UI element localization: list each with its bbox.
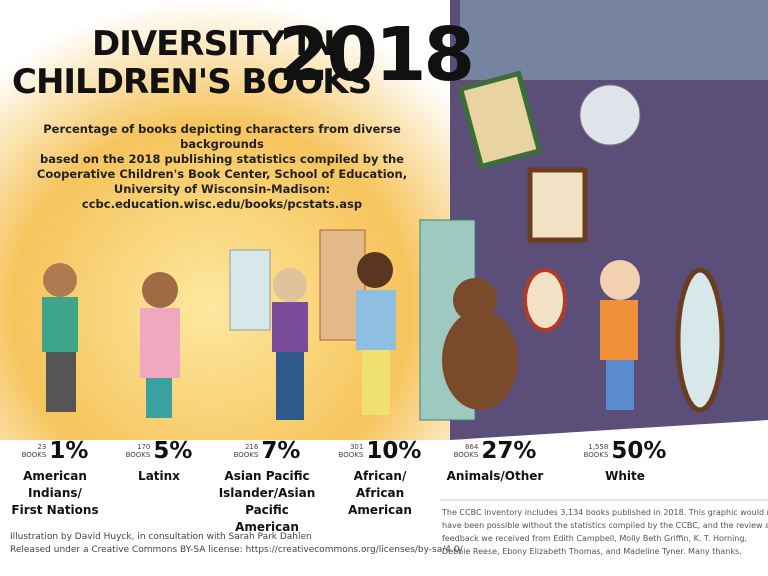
label-line: Islander/Asian: [218, 486, 316, 500]
title-year: 2018: [278, 12, 475, 98]
child: [272, 268, 308, 420]
stat-head: 23 BOOKS 1%: [0, 438, 110, 464]
title-line: DIVERSITY IN: [92, 24, 335, 64]
subtitle-line: based on the 2018 publishing statistics …: [40, 152, 404, 166]
subtitle-line: ccbc.education.wisc.edu/books/pcstats.as…: [81, 197, 363, 211]
stat: 170 BOOKS 5% Latinx: [104, 438, 214, 485]
mirror: [523, 268, 567, 332]
category-label: African/African American: [325, 468, 435, 519]
credits: Illustration by David Huyck, in consulta…: [10, 531, 463, 557]
note-line: have been possible without the statistic…: [442, 521, 768, 530]
stat-head: 1,558 BOOKS 50%: [570, 438, 680, 464]
book-count: 1,558 BOOKS: [584, 443, 609, 459]
label-line: White: [605, 469, 645, 483]
percent: 7%: [261, 438, 301, 464]
count: 23: [37, 443, 47, 451]
stat-head: 170 BOOKS 5%: [104, 438, 214, 464]
percent: 27%: [481, 438, 537, 464]
percent: 1%: [49, 438, 89, 464]
stat-head: 216 BOOKS 7%: [212, 438, 322, 464]
credit-line: Illustration by David Huyck, in consulta…: [10, 532, 312, 542]
stat: 301 BOOKS 10% African/African American: [325, 438, 435, 519]
percent: 5%: [153, 438, 193, 464]
unit: BOOKS: [21, 451, 47, 459]
count: 1,558: [588, 443, 609, 451]
count: 301: [349, 443, 364, 451]
bear: [442, 278, 518, 410]
book-count: 864 BOOKS: [454, 443, 479, 459]
category-label: White: [570, 468, 680, 485]
category-label: Latinx: [104, 468, 214, 485]
label-line: Latinx: [138, 469, 180, 483]
note-line: The CCBC inventory includes 3,134 books …: [442, 508, 768, 517]
mirror: [675, 267, 725, 413]
category-label: Animals/Other: [440, 468, 550, 485]
label-line: Animals/Other: [446, 469, 544, 483]
book-count: 23 BOOKS: [22, 443, 47, 459]
child: [356, 252, 396, 415]
unit: BOOKS: [338, 451, 364, 459]
child: [42, 263, 78, 412]
label-line: Pacific American: [235, 503, 299, 534]
mirror: [229, 249, 271, 331]
note-line: Debbie Reese, Ebony Elizabeth Thomas, an…: [442, 547, 742, 556]
stat: 1,558 BOOKS 50% White: [570, 438, 680, 485]
portrait: [527, 167, 588, 243]
unit: BOOKS: [233, 451, 259, 459]
label-line: American: [348, 503, 412, 517]
label-line: Indians/: [28, 486, 82, 500]
label-line: African/: [353, 469, 407, 483]
stat: 216 BOOKS 7% Asian Pacific Islander/Asian Pac…: [212, 438, 322, 536]
count: 864: [464, 443, 479, 451]
book-count: 216 BOOKS: [234, 443, 259, 459]
unit: BOOKS: [125, 451, 151, 459]
label-line: American: [23, 469, 87, 483]
stat: 864 BOOKS 27% Animals/Other: [440, 438, 550, 485]
label-line: Asian Pacific: [224, 469, 310, 483]
subtitle-line: University of Wisconsin-Madison:: [113, 182, 331, 196]
title-line: CHILDREN'S BOOKS: [12, 62, 372, 102]
note: The CCBC inventory includes 3,134 books …: [442, 506, 768, 558]
disco-ball: [579, 84, 641, 146]
subtitle-line: Percentage of books depicting characters…: [43, 122, 401, 151]
stat-head: 864 BOOKS 27%: [440, 438, 550, 464]
subtitle: Percentage of books depicting characters…: [2, 122, 442, 212]
percent: 50%: [611, 438, 667, 464]
book-count: 170 BOOKS: [126, 443, 151, 459]
label-line: First Nations: [11, 503, 99, 517]
category-label: American Indians/First Nations: [0, 468, 110, 519]
count: 216: [244, 443, 259, 451]
category-label: Asian Pacific Islander/Asian Pacific Ameri…: [212, 468, 322, 536]
child: [600, 260, 640, 410]
percent: 10%: [366, 438, 422, 464]
book-count: 301 BOOKS: [339, 443, 364, 459]
background-glow: [0, 0, 470, 440]
portrait: [457, 70, 543, 170]
unit: BOOKS: [583, 451, 609, 459]
subtitle-line: Cooperative Children's Book Center, Scho…: [36, 167, 408, 181]
label-line: African: [355, 486, 405, 500]
count: 170: [136, 443, 151, 451]
note-line: feedback we received from Edith Campbell…: [442, 534, 747, 543]
child: [140, 272, 180, 418]
window: [460, 0, 768, 80]
unit: BOOKS: [453, 451, 479, 459]
credit-line: Released under a Creative Commons BY-SA …: [10, 545, 463, 555]
stat-head: 301 BOOKS 10%: [325, 438, 435, 464]
stat: 23 BOOKS 1% American Indians/First Nations: [0, 438, 110, 519]
